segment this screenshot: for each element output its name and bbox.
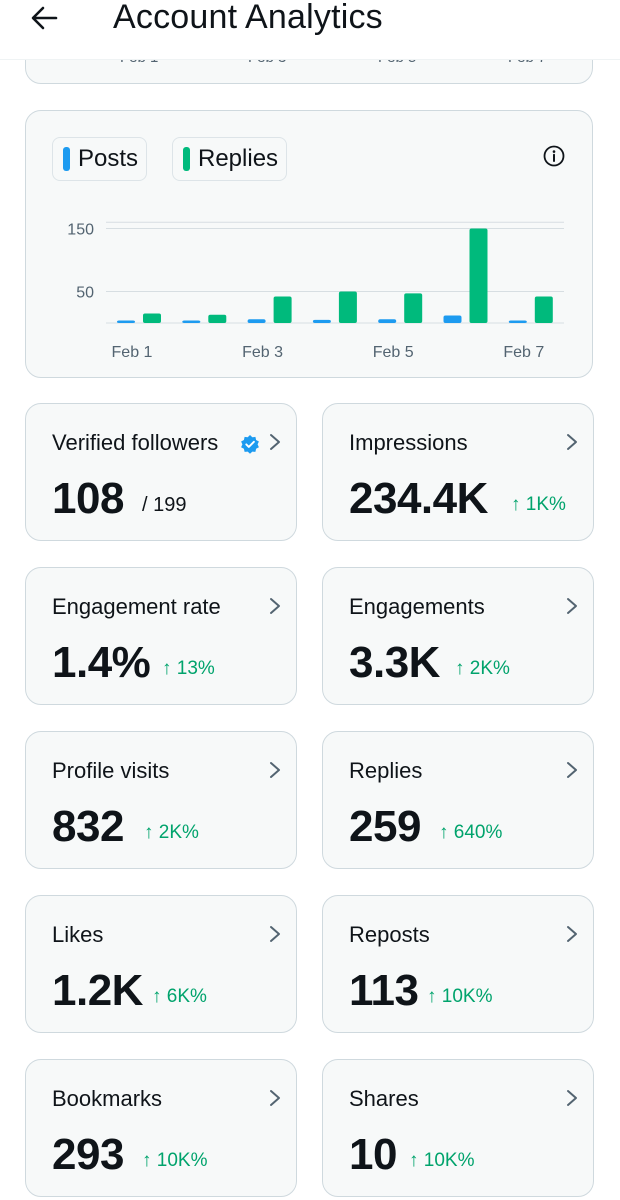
metric-label: Reposts: [349, 922, 430, 947]
replies-bar: [534, 296, 553, 323]
metric-label: Engagement rate: [52, 594, 221, 619]
metric-change: ↑ 10K%: [142, 1150, 208, 1171]
metric-change: ↑ 13%: [162, 658, 215, 679]
posts-bar: [117, 320, 135, 323]
metric-label: Shares: [349, 1086, 419, 1111]
chevron-right-icon: [270, 1090, 280, 1106]
chevron-right-icon: [567, 762, 577, 778]
posts-bar: [312, 319, 331, 323]
replies-bar: [338, 291, 357, 323]
metric-card-verified-followers[interactable]: Verified followers 108 / 199: [25, 403, 297, 541]
metric-label: Likes: [52, 922, 104, 947]
metric-card-impressions[interactable]: Impressions 234.4K ↑ 1K%: [322, 403, 594, 541]
metric-change: ↑ 2K%: [455, 658, 510, 679]
replies-bar: [469, 228, 488, 323]
metric-label: Replies: [349, 758, 423, 783]
metric-card-profile-visits[interactable]: Profile visits 832 ↑ 2K%: [25, 731, 297, 869]
metric-label: Impressions: [349, 430, 468, 455]
metric-label: Engagements: [349, 594, 485, 619]
posts-bar: [182, 320, 201, 323]
x-tick-label: Feb 7: [503, 344, 544, 361]
posts-bar: [378, 319, 397, 323]
metric-value: 293: [52, 1130, 124, 1179]
chevron-right-icon: [270, 926, 280, 942]
posts-bar: [443, 315, 462, 323]
metric-value: 10: [349, 1130, 397, 1179]
metric-change: ↑ 10K%: [409, 1150, 475, 1171]
chevron-right-icon: [567, 926, 577, 942]
y-tick-label: 150: [67, 222, 94, 239]
metric-change: ↑ 6K%: [152, 986, 207, 1007]
legend-replies-label: Replies: [198, 145, 279, 172]
chevron-right-icon: [270, 598, 280, 614]
metric-change: ↑ 1K%: [511, 494, 566, 515]
metric-value: 1.4%: [52, 638, 151, 687]
metric-label: Profile visits: [52, 758, 170, 783]
metric-value: 234.4K: [349, 474, 488, 523]
legend-replies[interactable]: Replies: [172, 137, 288, 181]
legend-posts-label: Posts: [78, 145, 139, 172]
replies-bar: [208, 314, 227, 323]
x-tick-label: Feb 3: [242, 344, 283, 361]
metric-card-likes[interactable]: Likes 1.2K ↑ 6K%: [25, 895, 297, 1033]
metric-change: ↑ 10K%: [427, 986, 493, 1007]
posts-swatch: [63, 147, 70, 171]
metric-change: ↑ 2K%: [144, 822, 199, 843]
page-title: Account Analytics: [113, 0, 383, 36]
metric-card-engagements[interactable]: Engagements 3.3K ↑ 2K%: [322, 567, 594, 705]
back-arrow-icon[interactable]: [28, 2, 60, 34]
chevron-right-icon: [270, 762, 280, 778]
metric-card-shares[interactable]: Shares 10 ↑ 10K%: [322, 1059, 594, 1197]
metric-value: 3.3K: [349, 638, 440, 687]
info-icon[interactable]: [542, 144, 566, 168]
legend-posts[interactable]: Posts: [52, 137, 148, 181]
replies-bar: [143, 313, 161, 323]
y-tick-label: 50: [76, 285, 94, 302]
metric-value: 113: [349, 966, 419, 1015]
metric-card-engagement-rate[interactable]: Engagement rate 1.4% ↑ 13%: [25, 567, 297, 705]
metric-change: ↑ 640%: [439, 822, 503, 843]
x-tick-label: Feb 5: [373, 344, 414, 361]
x-tick-label: Feb 1: [112, 344, 153, 361]
chevron-right-icon: [567, 434, 577, 450]
activity-chart-card: Posts Replies 50 150 Feb 1 Feb 3 Feb 5 Feb 7: [25, 110, 593, 378]
chevron-right-icon: [567, 598, 577, 614]
metric-card-bookmarks[interactable]: Bookmarks 293 ↑ 10K%: [25, 1059, 297, 1197]
metric-value: 832: [52, 802, 124, 851]
header-bar: Account Analytics: [0, 0, 620, 60]
chevron-right-icon: [270, 434, 280, 450]
metric-value: 108: [52, 474, 124, 523]
metric-card-replies[interactable]: Replies 259 ↑ 640%: [322, 731, 594, 869]
replies-swatch: [183, 147, 190, 171]
replies-bar: [404, 293, 423, 323]
posts-bar: [508, 320, 527, 323]
metric-denominator: / 199: [142, 494, 187, 516]
metric-value: 1.2K: [52, 966, 143, 1015]
verified-badge-icon: [241, 435, 259, 454]
chevron-right-icon: [567, 1090, 577, 1106]
metric-value: 259: [349, 802, 421, 851]
activity-bar-chart: 50 150 Feb 1 Feb 3 Feb 5 Feb 7: [67, 222, 564, 361]
posts-bar: [247, 319, 266, 323]
metric-label: Verified followers: [52, 430, 219, 455]
replies-bar: [273, 296, 292, 323]
metric-label: Bookmarks: [52, 1086, 163, 1111]
metric-card-reposts[interactable]: Reposts 113 ↑ 10K%: [322, 895, 594, 1033]
